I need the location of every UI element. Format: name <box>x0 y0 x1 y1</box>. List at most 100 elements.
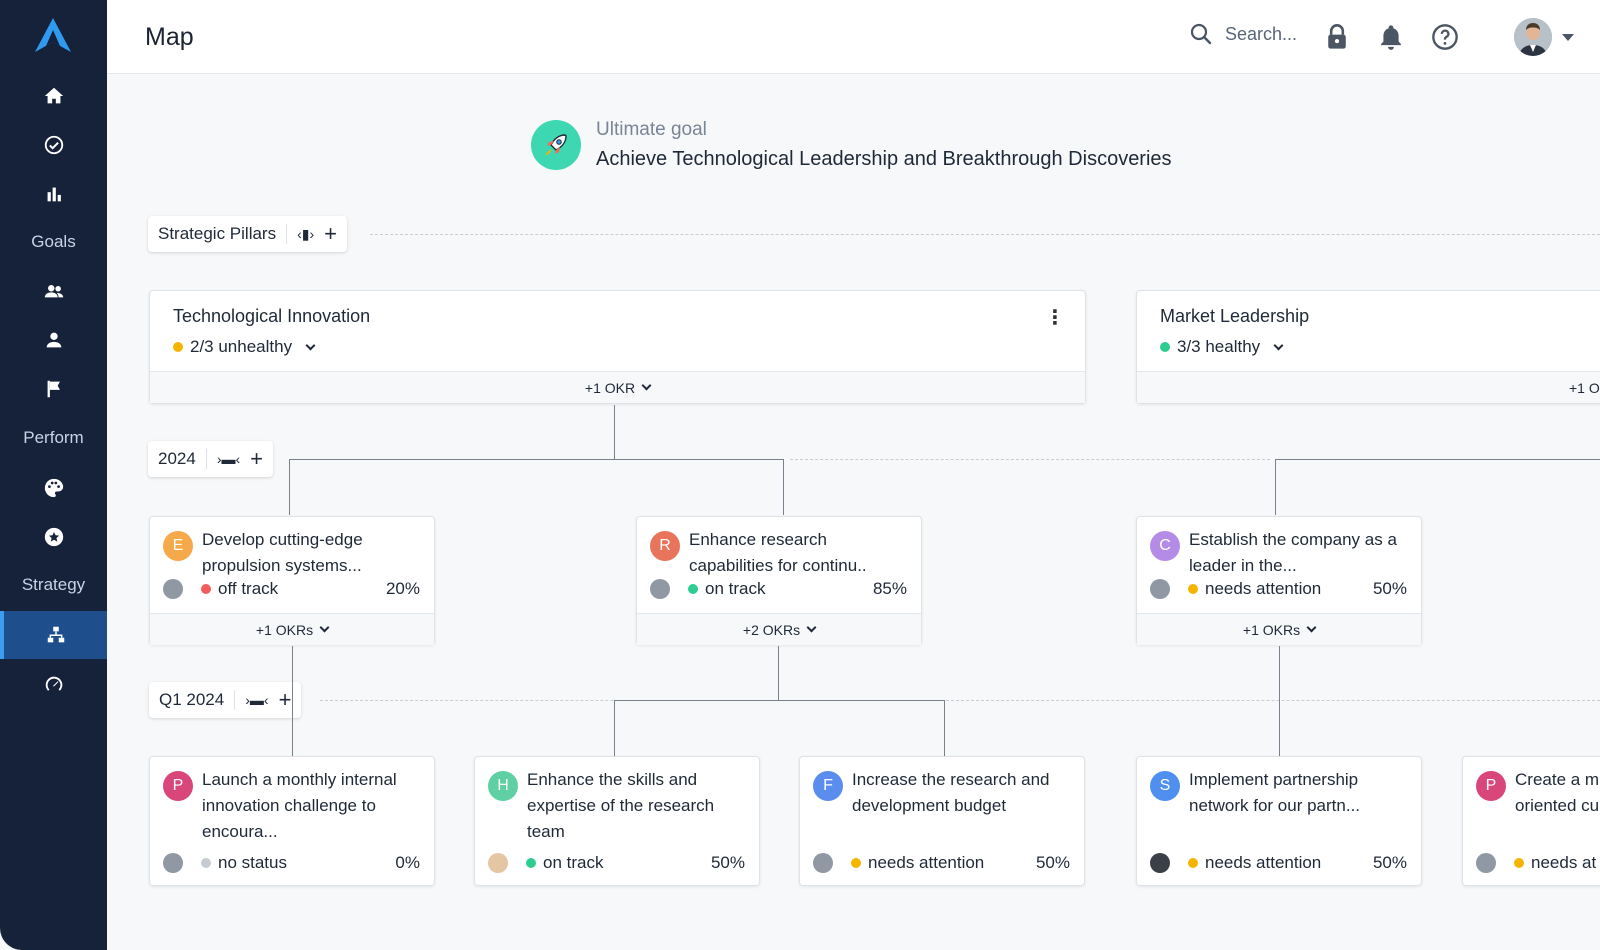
connector-line <box>614 700 615 756</box>
owner-avatar <box>1476 853 1496 873</box>
flag-icon[interactable] <box>0 365 107 413</box>
star-icon[interactable] <box>0 513 107 561</box>
status-label: no status <box>218 853 287 872</box>
sidebar-section-perform: Perform <box>23 428 84 447</box>
pill-divider <box>234 690 236 710</box>
level-label: 2024 <box>158 449 196 468</box>
palette-icon[interactable] <box>0 464 107 512</box>
pillar-status[interactable]: 2/3 unhealthy <box>173 337 316 357</box>
owner-avatar <box>488 853 508 873</box>
owner-avatar <box>813 853 833 873</box>
status-dot <box>1160 342 1170 352</box>
objective-card[interactable]: R Enhance research capabilities for cont… <box>636 516 922 645</box>
add-icon[interactable]: + <box>278 687 292 712</box>
key-result-status-row: needs at <box>1476 853 1600 873</box>
pill-divider <box>205 449 207 469</box>
home-icon[interactable] <box>0 72 107 120</box>
connector-line <box>1279 646 1280 756</box>
collapse-icon[interactable]: ›▬‹ <box>245 692 269 708</box>
status-label: needs attention <box>868 853 985 872</box>
connector-line <box>292 646 293 756</box>
key-result-title: Enhance the skills and expertise of the … <box>527 770 715 841</box>
key-result-title: Create a m oriented cu <box>1515 770 1600 815</box>
status-dot <box>1188 858 1198 868</box>
pillar-status[interactable]: 3/3 healthy <box>1160 337 1284 357</box>
key-result-status-row: no status 0% <box>163 853 420 873</box>
owner-initial: C <box>1150 531 1180 561</box>
owner-avatar <box>650 579 670 599</box>
objective-status-row: on track 85% <box>650 579 907 599</box>
bell-icon[interactable] <box>1377 23 1405 51</box>
progress-value: 20% <box>385 579 420 598</box>
level-divider <box>370 234 1600 235</box>
key-result-status-row: on track 50% <box>488 853 745 873</box>
key-result-card[interactable]: H Enhance the skills and expertise of th… <box>474 756 760 886</box>
status-label: needs at <box>1531 853 1597 872</box>
bar-chart-icon[interactable] <box>0 170 107 218</box>
connector-line <box>289 459 784 460</box>
add-icon[interactable]: + <box>324 221 337 246</box>
hierarchy-icon[interactable] <box>0 611 107 659</box>
connector-line <box>289 459 290 515</box>
owner-initial: P <box>1476 771 1506 801</box>
account-dropdown-icon[interactable] <box>1562 34 1574 41</box>
key-result-card[interactable]: P Create a m oriented cu needs at <box>1462 756 1600 886</box>
search-input[interactable] <box>1225 23 1325 45</box>
pillar-card[interactable]: Market Leadership 3/3 healthy +1 O <box>1136 290 1600 404</box>
search-box[interactable] <box>1189 22 1325 46</box>
gauge-icon[interactable] <box>0 660 107 708</box>
goal-title[interactable]: Achieve Technological Leadership and Bre… <box>596 148 1172 170</box>
expand-okrs-button[interactable]: +1 OKRs <box>1137 613 1421 645</box>
objective-title: Enhance research capabilities for contin… <box>689 530 867 575</box>
status-dot <box>526 858 536 868</box>
key-result-card[interactable]: F Increase the research and development … <box>799 756 1085 886</box>
connector-line <box>1275 459 1276 515</box>
connector-line <box>614 405 615 459</box>
objective-card[interactable]: E Develop cutting-edge propulsion system… <box>149 516 435 645</box>
user-avatar[interactable] <box>1514 18 1552 56</box>
key-result-card[interactable]: S Implement partnership network for our … <box>1136 756 1422 886</box>
status-label: off track <box>218 579 279 598</box>
pillar-card[interactable]: Technological Innovation 2/3 unhealthy ⋮… <box>149 290 1086 404</box>
pillar-footer-label: +1 OKR <box>584 379 636 396</box>
add-icon[interactable]: + <box>250 446 264 471</box>
key-result-card[interactable]: P Launch a monthly internal innovation c… <box>149 756 435 886</box>
status-label: needs attention <box>1205 853 1322 872</box>
check-circle-icon[interactable] <box>0 121 107 169</box>
connector-line <box>1275 459 1600 460</box>
key-result-status-row: needs attention 50% <box>813 853 1070 873</box>
connector-line <box>783 459 784 515</box>
owner-avatar <box>163 579 183 599</box>
owner-initial: E <box>163 531 193 561</box>
pillar-expand-okr[interactable]: +1 OKR <box>150 371 1085 403</box>
expand-okrs-label: +1 OKRs <box>255 621 314 638</box>
help-icon[interactable] <box>1431 23 1459 51</box>
sidebar-section-goals: Goals <box>31 232 76 251</box>
status-dot <box>688 584 698 594</box>
chevron-down-icon <box>641 380 652 391</box>
person-icon[interactable] <box>0 316 107 364</box>
status-dot <box>201 584 211 594</box>
lock-icon[interactable] <box>1323 23 1351 51</box>
objective-status-row: needs attention 50% <box>1150 579 1407 599</box>
objective-card[interactable]: C Establish the company as a leader in t… <box>1136 516 1422 645</box>
expand-okrs-button[interactable]: +1 OKRs <box>150 613 434 645</box>
level-divider <box>790 459 1270 460</box>
search-icon[interactable] <box>1189 22 1213 46</box>
objective-title: Establish the company as a leader in the… <box>1189 530 1397 575</box>
app-logo-icon[interactable] <box>33 16 73 56</box>
expand-okrs-button[interactable]: +2 OKRs <box>637 613 921 645</box>
team-icon[interactable] <box>0 267 107 315</box>
more-options-icon[interactable]: ⋮ <box>1045 307 1065 329</box>
page-title: Map <box>145 23 194 51</box>
level-divider <box>320 700 1600 701</box>
status-dot <box>1188 584 1198 594</box>
expand-collapse-icon[interactable]: ‹▮› <box>297 225 315 242</box>
pillar-status-label: 2/3 unhealthy <box>190 337 293 356</box>
pillar-expand-okr[interactable]: +1 O <box>1137 371 1600 403</box>
collapse-icon[interactable]: ›▬‹ <box>216 451 241 467</box>
connector-line <box>944 700 945 756</box>
status-label: on track <box>543 853 604 872</box>
level-label: Strategic Pillars <box>158 224 277 243</box>
owner-initial: H <box>488 771 518 801</box>
